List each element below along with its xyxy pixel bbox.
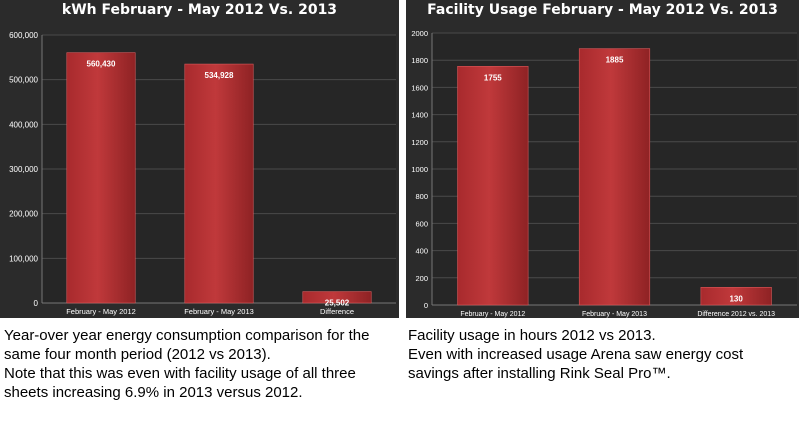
bar (66, 52, 136, 304)
caption-line: Note that this was even with facility us… (4, 365, 356, 382)
data-label: 534,928 (205, 71, 234, 80)
x-category-label: February - May 2013 (184, 307, 254, 316)
y-tick-label: 300,000 (9, 165, 38, 174)
data-label: 130 (729, 294, 743, 303)
bar (457, 66, 529, 306)
data-label: 560,430 (87, 60, 116, 69)
usage-bar-chart: 0 200 400 600 800 1000 1200 1400 1600 1800 2000 175… (411, 29, 797, 318)
y-tick-label: 600,000 (9, 31, 38, 40)
x-category-label: February - May 2013 (582, 311, 647, 318)
caption-line: savings after installing Rink Seal Pro™. (408, 365, 671, 382)
y-tick-label: 1600 (411, 83, 428, 92)
caption-line: sheets increasing 6.9% in 2013 versus 20… (4, 384, 303, 401)
x-category-label: February - May 2012 (460, 311, 525, 318)
usage-chart-title: Facility Usage February - May 2012 Vs. 2… (427, 2, 778, 18)
y-tick-label: 0 (34, 299, 39, 308)
y-tick-label: 200 (415, 274, 428, 283)
y-tick-label: 0 (424, 301, 428, 310)
bar (302, 291, 372, 304)
y-tick-label: 400 (415, 247, 428, 256)
bar (700, 287, 772, 306)
usage-chart-panel: Facility Usage February - May 2012 Vs. 2… (406, 0, 799, 318)
kwh-chart-panel: kWh February - May 2012 Vs. 2013 0 100,00… (0, 0, 399, 318)
data-label: 1885 (606, 56, 624, 65)
bar (184, 63, 254, 304)
caption-line: same four month period (2012 vs 2013). (4, 346, 271, 363)
y-tick-label: 2000 (411, 29, 428, 38)
y-tick-label: 200,000 (9, 210, 38, 219)
x-category-label: Difference (320, 307, 354, 316)
y-tick-label: 1800 (411, 56, 428, 65)
y-tick-label: 800 (415, 192, 428, 201)
kwh-bar-chart: 0 100,000 200,000 300,000 400,000 500,000 600,… (9, 31, 396, 316)
y-tick-label: 1200 (411, 138, 428, 147)
usage-caption: Facility usage in hours 2012 vs 2013. Ev… (408, 326, 798, 383)
caption-line: Year-over year energy consumption compar… (4, 327, 370, 344)
data-label: 1755 (484, 73, 502, 82)
y-tick-label: 1000 (411, 165, 428, 174)
kwh-caption: Year-over year energy consumption compar… (4, 326, 396, 402)
y-tick-label: 400,000 (9, 120, 38, 129)
x-category-label: February - May 2012 (66, 307, 136, 316)
x-category-label: Difference 2012 vs. 2013 (697, 311, 775, 318)
caption-line: Even with increased usage Arena saw ener… (408, 346, 744, 363)
y-tick-label: 1400 (411, 111, 428, 120)
caption-line: Facility usage in hours 2012 vs 2013. (408, 327, 656, 344)
y-tick-label: 500,000 (9, 76, 38, 85)
kwh-chart-title: kWh February - May 2012 Vs. 2013 (61, 2, 338, 18)
y-tick-label: 100,000 (9, 254, 38, 263)
data-label: 25,502 (325, 299, 350, 308)
bar (578, 48, 651, 306)
y-tick-label: 600 (415, 219, 428, 228)
